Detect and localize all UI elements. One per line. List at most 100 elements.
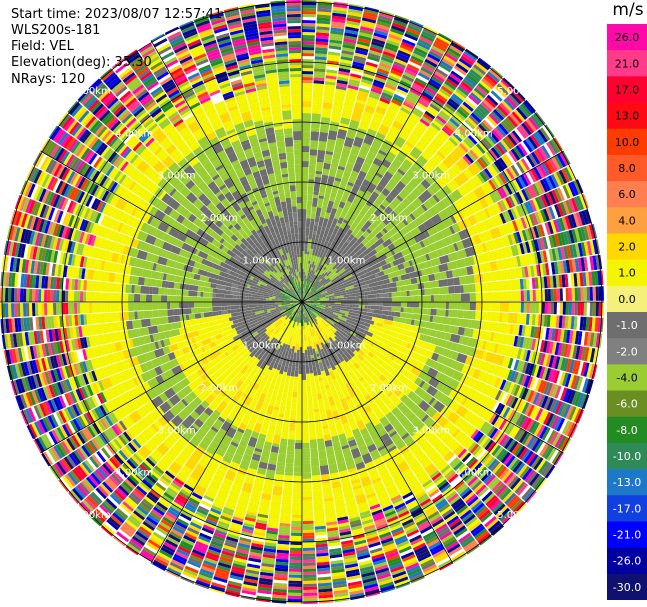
velocity-gate — [547, 302, 551, 314]
velocity-gate — [373, 514, 385, 522]
velocity-gate — [440, 432, 454, 446]
velocity-gate — [451, 293, 461, 302]
velocity-gate — [363, 133, 375, 146]
velocity-gate — [524, 434, 534, 447]
velocity-gate — [309, 436, 317, 440]
velocity-gate — [315, 41, 329, 46]
velocity-gate — [323, 500, 334, 505]
velocity-gate — [516, 107, 528, 120]
velocity-gate — [345, 395, 352, 401]
velocity-gate — [320, 255, 325, 262]
velocity-gate — [335, 330, 344, 338]
velocity-gate — [460, 293, 470, 302]
velocity-gate — [315, 341, 319, 345]
velocity-gate — [530, 252, 536, 265]
velocity-gate — [521, 388, 529, 400]
velocity-gate — [544, 446, 555, 460]
velocity-gate — [403, 307, 413, 314]
velocity-gate — [328, 51, 341, 56]
velocity-gate — [540, 209, 548, 223]
velocity-gate — [362, 432, 371, 439]
velocity-gate — [496, 448, 506, 460]
velocity-gate — [303, 562, 316, 566]
velocity-gate — [388, 277, 393, 283]
velocity-gate — [512, 371, 519, 383]
velocity-gate — [556, 371, 563, 385]
velocity-gate — [256, 592, 272, 598]
velocity-gate — [461, 140, 471, 151]
velocity-gate — [358, 34, 372, 41]
velocity-gate — [481, 154, 491, 166]
velocity-gate — [372, 191, 380, 198]
velocity-gate — [424, 505, 436, 515]
velocity-gate — [363, 583, 379, 590]
velocity-gate — [416, 262, 427, 271]
velocity-gate — [509, 113, 521, 126]
velocity-gate — [526, 376, 534, 389]
velocity-gate — [595, 302, 599, 317]
velocity-gate — [430, 295, 434, 302]
velocity-gate — [551, 138, 562, 153]
velocity-gate — [532, 392, 541, 405]
velocity-gate — [523, 201, 532, 214]
velocity-gate — [359, 273, 367, 280]
velocity-gate — [419, 245, 431, 256]
velocity-gate — [283, 414, 291, 425]
velocity-gate — [324, 84, 336, 92]
velocity-gate — [339, 324, 347, 330]
velocity-gate — [502, 291, 512, 302]
velocity-gate — [375, 231, 384, 240]
velocity-gate — [344, 342, 354, 351]
velocity-gate — [410, 85, 423, 94]
velocity-gate — [298, 373, 302, 377]
velocity-gate — [350, 334, 358, 341]
velocity-gate — [291, 517, 302, 521]
velocity-gate — [464, 246, 476, 258]
velocity-gate — [381, 115, 394, 128]
velocity-gate — [348, 288, 352, 292]
velocity-gate — [488, 68, 502, 81]
velocity-gate — [383, 267, 394, 275]
velocity-gate — [376, 491, 389, 501]
velocity-gate — [342, 551, 356, 557]
velocity-gate — [299, 322, 301, 329]
velocity-gate — [302, 397, 308, 407]
velocity-gate — [460, 285, 464, 294]
velocity-gate — [306, 294, 312, 299]
velocity-gate — [550, 369, 558, 383]
velocity-gate — [261, 559, 275, 565]
velocity-gate — [319, 271, 324, 276]
velocity-gate — [518, 324, 523, 336]
velocity-gate — [381, 53, 395, 61]
velocity-gate — [262, 556, 276, 562]
velocity-gate — [332, 261, 341, 271]
velocity-gate — [507, 234, 514, 246]
velocity-gate — [380, 587, 396, 594]
velocity-gate — [325, 184, 333, 195]
velocity-gate — [364, 105, 376, 115]
velocity-gate — [378, 176, 390, 188]
velocity-gate — [328, 336, 335, 344]
velocity-gate — [274, 573, 288, 578]
velocity-gate — [272, 434, 281, 445]
velocity-gate — [367, 165, 378, 177]
velocity-gate — [282, 487, 293, 497]
velocity-gate — [460, 195, 471, 207]
velocity-gate — [460, 55, 474, 66]
velocity-gate — [350, 184, 361, 195]
velocity-gate — [589, 347, 596, 363]
velocity-gate — [333, 282, 337, 286]
velocity-gate — [498, 123, 509, 136]
velocity-gate — [262, 489, 272, 495]
velocity-gate — [512, 500, 525, 514]
velocity-gate — [479, 80, 492, 92]
velocity-gate — [325, 332, 329, 336]
velocity-gate — [386, 391, 394, 398]
velocity-gate — [351, 528, 364, 534]
velocity-gate — [411, 509, 424, 519]
velocity-gate — [521, 203, 529, 216]
velocity-gate — [451, 115, 462, 126]
velocity-gate — [354, 542, 368, 549]
velocity-gate — [442, 83, 455, 93]
velocity-gate — [306, 305, 314, 312]
